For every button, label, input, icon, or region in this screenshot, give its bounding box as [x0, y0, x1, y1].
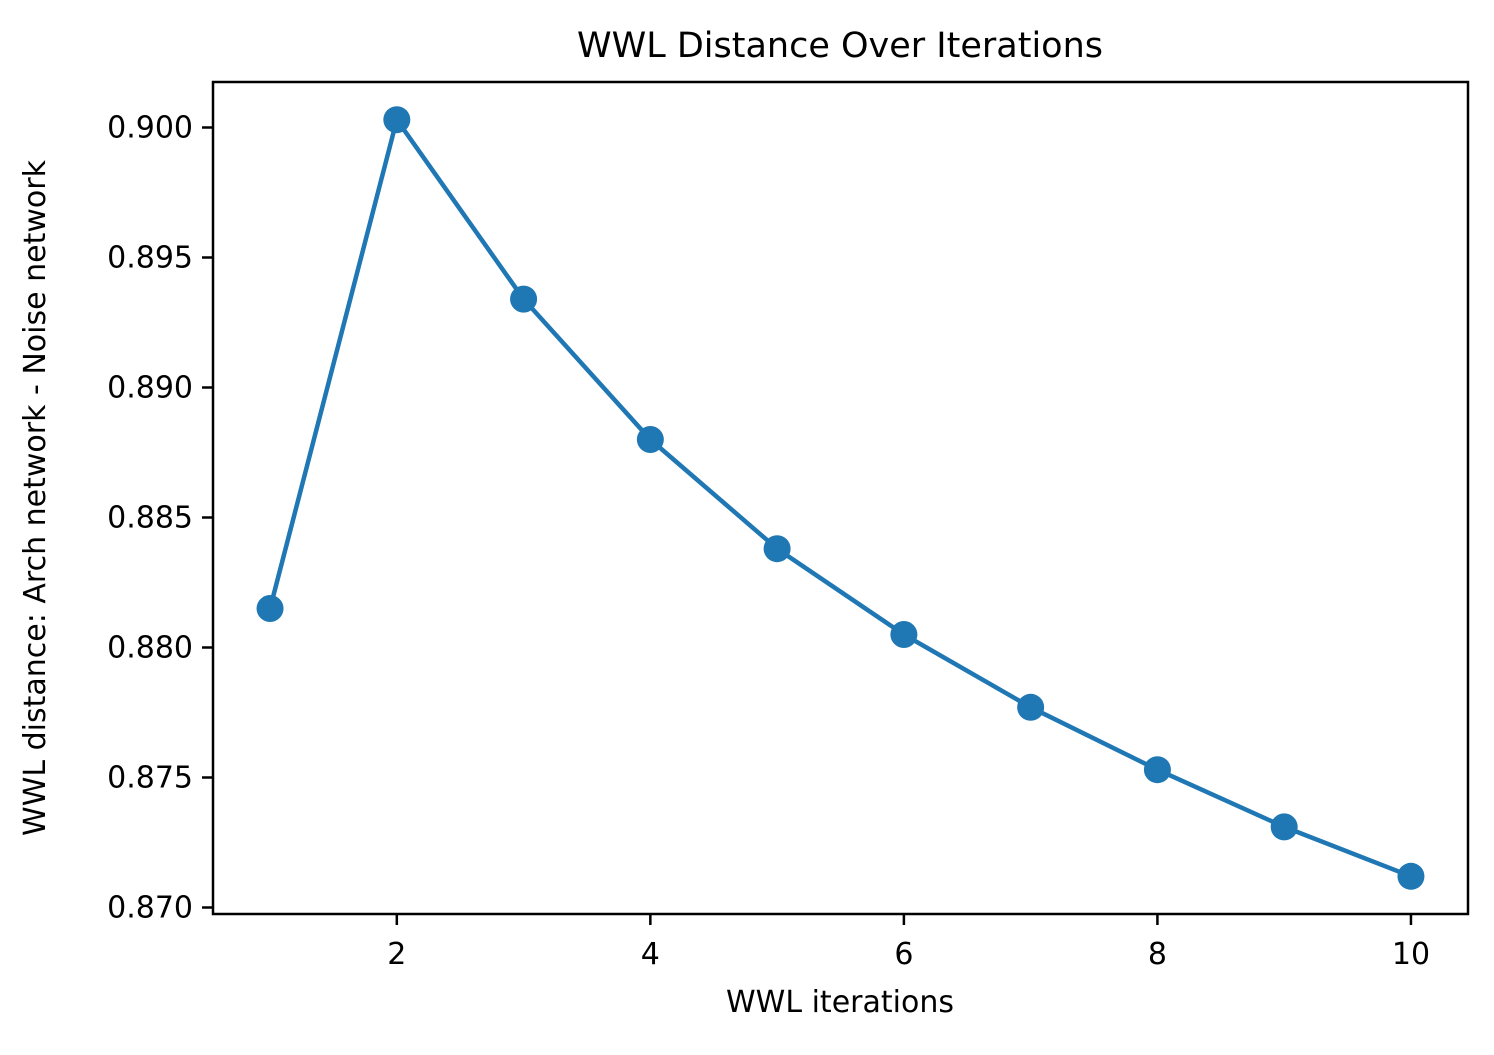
data-point-marker [383, 106, 411, 134]
data-point-marker [256, 595, 284, 622]
x-tick-label: 2 [387, 937, 406, 972]
chart-title: WWL Distance Over Iterations [577, 26, 1103, 66]
plot-area-content: 2 4 6 8 10 0.870 0.875 0.880 0.885 0.890 0.895 0.90… [107, 106, 1430, 972]
y-tick-label: 0.900 [107, 111, 193, 146]
y-tick-label: 0.880 [107, 631, 193, 666]
series-line [267, 117, 1414, 879]
data-point-marker [763, 535, 791, 563]
x-tick-label: 4 [641, 937, 660, 972]
data-point-marker [1017, 693, 1045, 721]
data-point-marker [636, 426, 664, 453]
y-tick-label: 0.875 [107, 761, 193, 796]
y-tick-label: 0.890 [107, 371, 193, 406]
data-point-marker [1270, 813, 1298, 841]
y-tick-label: 0.885 [107, 501, 193, 536]
plot-spines [211, 80, 1470, 916]
data-point-marker [510, 285, 538, 313]
x-tick-label: 8 [1148, 937, 1167, 972]
y-tick-label: 0.870 [107, 891, 193, 926]
y-axis-label: WWL distance: Arch network - Noise netwo… [18, 159, 53, 836]
x-axis-label: WWL iterations [726, 985, 954, 1020]
y-tick-label: 0.895 [107, 241, 193, 276]
data-point-marker [1143, 756, 1171, 784]
data-point-marker [1397, 862, 1425, 890]
x-tick-label: 6 [894, 937, 913, 972]
x-tick-label: 10 [1392, 937, 1430, 972]
data-point-marker [890, 621, 918, 648]
